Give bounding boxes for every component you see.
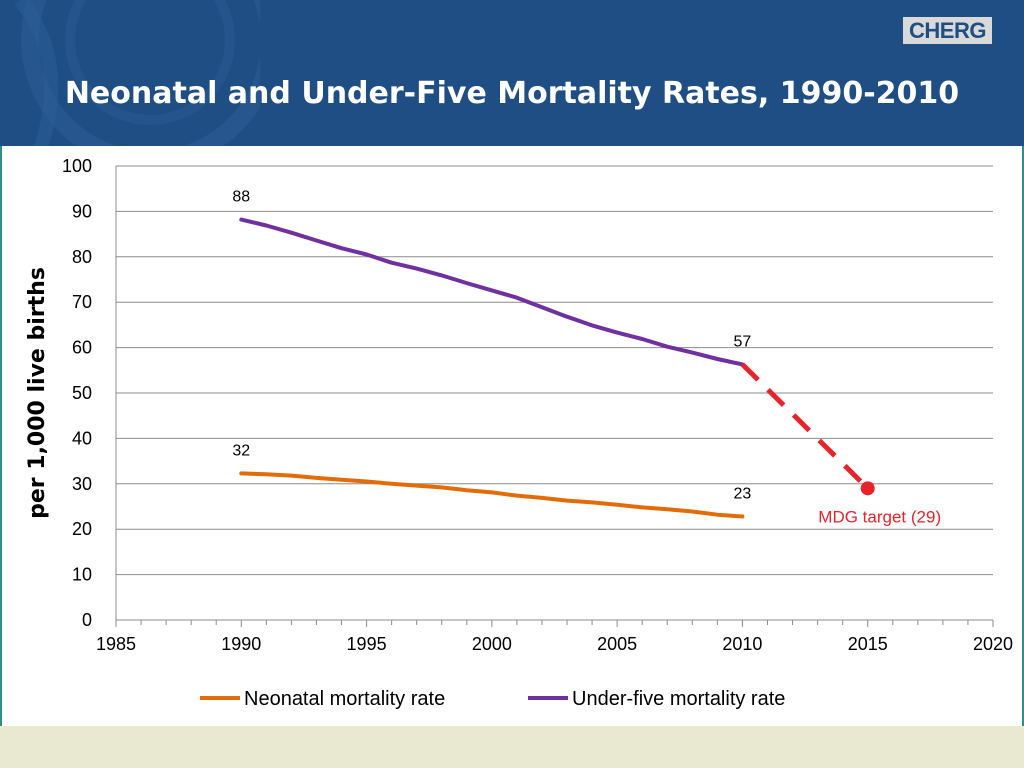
footer-band xyxy=(0,726,1024,768)
y-tick-label-0: 0 xyxy=(82,610,92,630)
data-label-0-end: 23 xyxy=(734,485,752,502)
series-lines xyxy=(239,217,875,519)
x-tick-label-2020: 2020 xyxy=(973,634,1013,654)
x-tick-label-1990: 1990 xyxy=(221,634,261,654)
data-label-1-end: 57 xyxy=(734,333,752,350)
left-border xyxy=(0,146,2,726)
slide-title: Neonatal and Under-Five Mortality Rates,… xyxy=(64,76,960,111)
mdg-target-point xyxy=(860,481,875,496)
y-tick-label-90: 90 xyxy=(72,201,92,221)
mdg-projection-line xyxy=(740,362,870,491)
y-tick-label-100: 100 xyxy=(62,156,92,176)
neonatal-line xyxy=(239,471,745,519)
y-tick-label-20: 20 xyxy=(72,519,92,539)
x-tick-label-2000: 2000 xyxy=(472,634,512,654)
gridlines xyxy=(116,165,993,576)
header-decoration xyxy=(14,0,260,146)
y-tick-label-70: 70 xyxy=(72,292,92,312)
cherg-logo: CHERG xyxy=(903,17,992,44)
x-tick-label-2005: 2005 xyxy=(597,634,637,654)
y-tick-label-40: 40 xyxy=(72,428,92,448)
x-tick-label-2010: 2010 xyxy=(722,634,762,654)
x-tick-label-1985: 1985 xyxy=(96,634,136,654)
data-labels: 32 23 88 57 MDG target (29) xyxy=(232,189,941,527)
x-tick-label-2015: 2015 xyxy=(848,634,888,654)
legend-label-0: Neonatal mortality rate xyxy=(244,688,445,710)
data-label-0-start: 32 xyxy=(232,442,250,459)
under-five-line xyxy=(239,217,745,367)
legend: Neonatal mortality rate Under-five mortal… xyxy=(200,688,785,710)
x-tick-label-1995: 1995 xyxy=(347,634,387,654)
y-tick-label-30: 30 xyxy=(72,474,92,494)
y-tick-label-50: 50 xyxy=(72,383,92,403)
y-tick-label-10: 10 xyxy=(72,565,92,585)
slide-header: CHERG Neonatal and Under-Five Mortality … xyxy=(0,0,1024,146)
axes: 0 10 20 30 40 50 60 70 80 90 100 1985 1990 1995 2000 20… xyxy=(62,156,1013,654)
y-axis-label: per 1,000 live births xyxy=(25,267,50,519)
y-tick-label-60: 60 xyxy=(72,338,92,358)
data-label-1-start: 88 xyxy=(232,189,250,206)
legend-label-1: Under-five mortality rate xyxy=(572,688,785,710)
y-tick-label-80: 80 xyxy=(72,247,92,267)
mdg-target-label: MDG target (29) xyxy=(818,507,941,526)
mortality-chart: 0 10 20 30 40 50 60 70 80 90 100 1985 1990 1995 2000 20… xyxy=(25,156,1013,710)
right-border xyxy=(1022,146,1024,726)
